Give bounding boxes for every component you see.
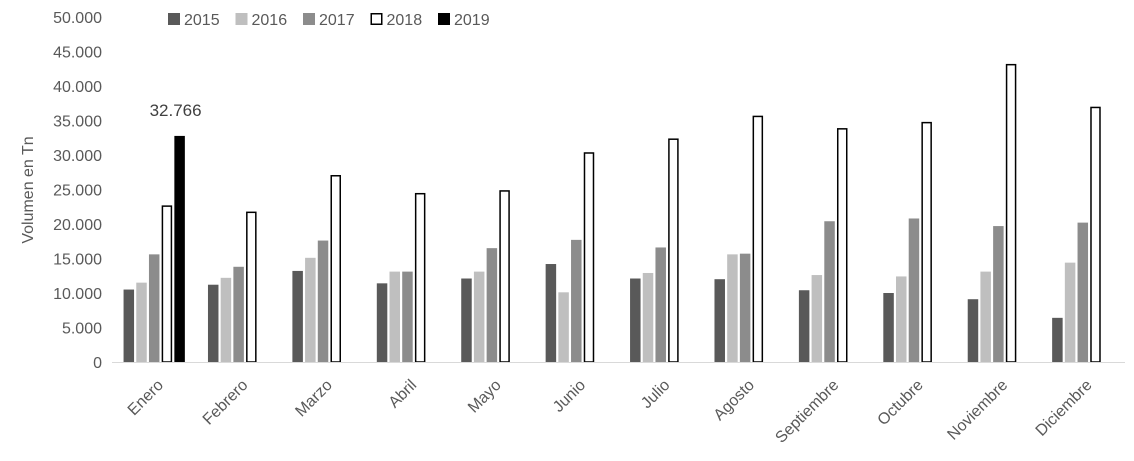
x-tick-label: Junio bbox=[550, 377, 589, 416]
bar-2015-noviembre bbox=[967, 299, 979, 362]
x-tick-label: Mayo bbox=[465, 377, 505, 417]
data-label: 32.766 bbox=[150, 101, 202, 120]
legend-label-2016: 2016 bbox=[252, 12, 288, 29]
bar-2016-junio bbox=[558, 292, 569, 362]
bar-2016-mayo bbox=[473, 271, 485, 362]
y-axis-title: Volumen en Tn bbox=[20, 136, 37, 243]
y-tick-label: 30.000 bbox=[53, 148, 102, 165]
bar-2017-septiembre bbox=[824, 221, 835, 362]
x-tick-label: Octubre bbox=[875, 377, 927, 429]
data-labels: 32.766 bbox=[150, 101, 202, 120]
bar-2016-agosto bbox=[727, 254, 738, 362]
x-tick-label: Septiembre bbox=[772, 377, 842, 447]
bar-2017-diciembre bbox=[1077, 222, 1089, 362]
bars bbox=[123, 63, 1101, 363]
bar-2015-junio bbox=[545, 264, 557, 362]
bar-2016-febrero bbox=[220, 277, 232, 362]
bar-2016-octubre bbox=[896, 276, 907, 362]
bar-2015-marzo bbox=[292, 270, 303, 362]
legend-swatch-2015 bbox=[168, 13, 180, 25]
bar-2016-julio bbox=[642, 272, 654, 362]
bar-2017-junio bbox=[571, 239, 582, 362]
bar-2015-mayo bbox=[461, 278, 472, 362]
bar-2016-septiembre bbox=[811, 275, 823, 362]
bar-2016-noviembre bbox=[980, 271, 991, 362]
bar-2018-abril bbox=[414, 192, 426, 363]
bar-2017-abril bbox=[402, 271, 413, 362]
y-tick-label: 35.000 bbox=[53, 114, 102, 131]
legend-label-2015: 2015 bbox=[184, 12, 220, 29]
x-tick-label: Marzo bbox=[292, 377, 336, 421]
y-tick-label: 50.000 bbox=[53, 10, 102, 27]
bar-2018-junio bbox=[583, 152, 595, 363]
bar-2018-marzo bbox=[330, 175, 341, 363]
bar-2018-septiembre bbox=[836, 128, 848, 363]
y-tick-label: 10.000 bbox=[53, 286, 102, 303]
bar-2017-agosto bbox=[739, 253, 751, 362]
bar-2018-diciembre bbox=[1090, 106, 1101, 363]
x-tick-label: Diciembre bbox=[1033, 377, 1096, 440]
legend-swatch-2017 bbox=[303, 13, 315, 25]
bar-2019-enero bbox=[174, 135, 185, 362]
x-tick-label: Enero bbox=[125, 377, 167, 419]
bar-2018-julio bbox=[668, 138, 679, 363]
bar-2015-abril bbox=[376, 283, 388, 362]
bar-2015-julio bbox=[630, 278, 641, 362]
bar-2015-febrero bbox=[207, 284, 219, 362]
y-tick-label: 45.000 bbox=[53, 45, 102, 62]
legend-label-2019: 2019 bbox=[454, 12, 490, 29]
y-tick-label: 25.000 bbox=[53, 183, 102, 200]
bar-2016-diciembre bbox=[1064, 262, 1076, 362]
bar-2017-octubre bbox=[908, 218, 920, 362]
bar-2018-agosto bbox=[752, 115, 764, 363]
y-tick-label: 5.000 bbox=[62, 321, 102, 338]
bar-2017-febrero bbox=[233, 266, 244, 362]
x-axis: Enero Febrero Marzo Abril Mayo Junio Julio Agos… bbox=[112, 362, 1125, 447]
y-tick-label: 40.000 bbox=[53, 79, 102, 96]
bar-2018-noviembre bbox=[1005, 63, 1017, 363]
legend-label-2018: 2018 bbox=[387, 12, 423, 29]
legend-label-2017: 2017 bbox=[319, 12, 355, 29]
bar-2018-enero bbox=[161, 205, 173, 363]
bar-2017-marzo bbox=[317, 240, 329, 362]
y-tick-label: 0 bbox=[93, 355, 102, 372]
legend-swatch-2016 bbox=[235, 13, 248, 25]
bar-2017-mayo bbox=[486, 248, 498, 362]
legend: 2015 2016 2017 2018 2019 bbox=[168, 12, 490, 29]
x-tick-label: Agosto bbox=[711, 377, 758, 424]
legend-swatch-2019 bbox=[438, 13, 450, 25]
x-tick-label: Noviembre bbox=[944, 377, 1011, 444]
x-tick-label: Febrero bbox=[200, 377, 252, 429]
bar-2017-noviembre bbox=[993, 226, 1004, 362]
y-tick-label: 20.000 bbox=[53, 217, 102, 234]
x-tick-label: Abril bbox=[386, 377, 421, 412]
bar-2016-marzo bbox=[305, 257, 316, 362]
legend-swatch-2018 bbox=[370, 13, 383, 25]
x-tick-label: Julio bbox=[638, 377, 673, 412]
bar-2018-mayo bbox=[499, 190, 510, 363]
bar-2016-abril bbox=[389, 271, 401, 362]
bar-2015-enero bbox=[123, 289, 135, 362]
y-tick-label: 15.000 bbox=[53, 252, 102, 269]
bar-2018-octubre bbox=[921, 121, 932, 363]
bar-2015-octubre bbox=[883, 293, 894, 362]
y-axis: 0 5.000 10.000 15.000 20.000 25.000 30.000 35.0… bbox=[53, 10, 102, 372]
bar-2015-agosto bbox=[714, 279, 725, 362]
bar-2018-febrero bbox=[246, 211, 257, 363]
bar-2015-diciembre bbox=[1052, 317, 1063, 362]
bar-2015-septiembre bbox=[798, 290, 810, 362]
bar-2016-enero bbox=[136, 282, 147, 362]
bar-2017-julio bbox=[655, 247, 666, 362]
bar-2017-enero bbox=[148, 254, 160, 362]
